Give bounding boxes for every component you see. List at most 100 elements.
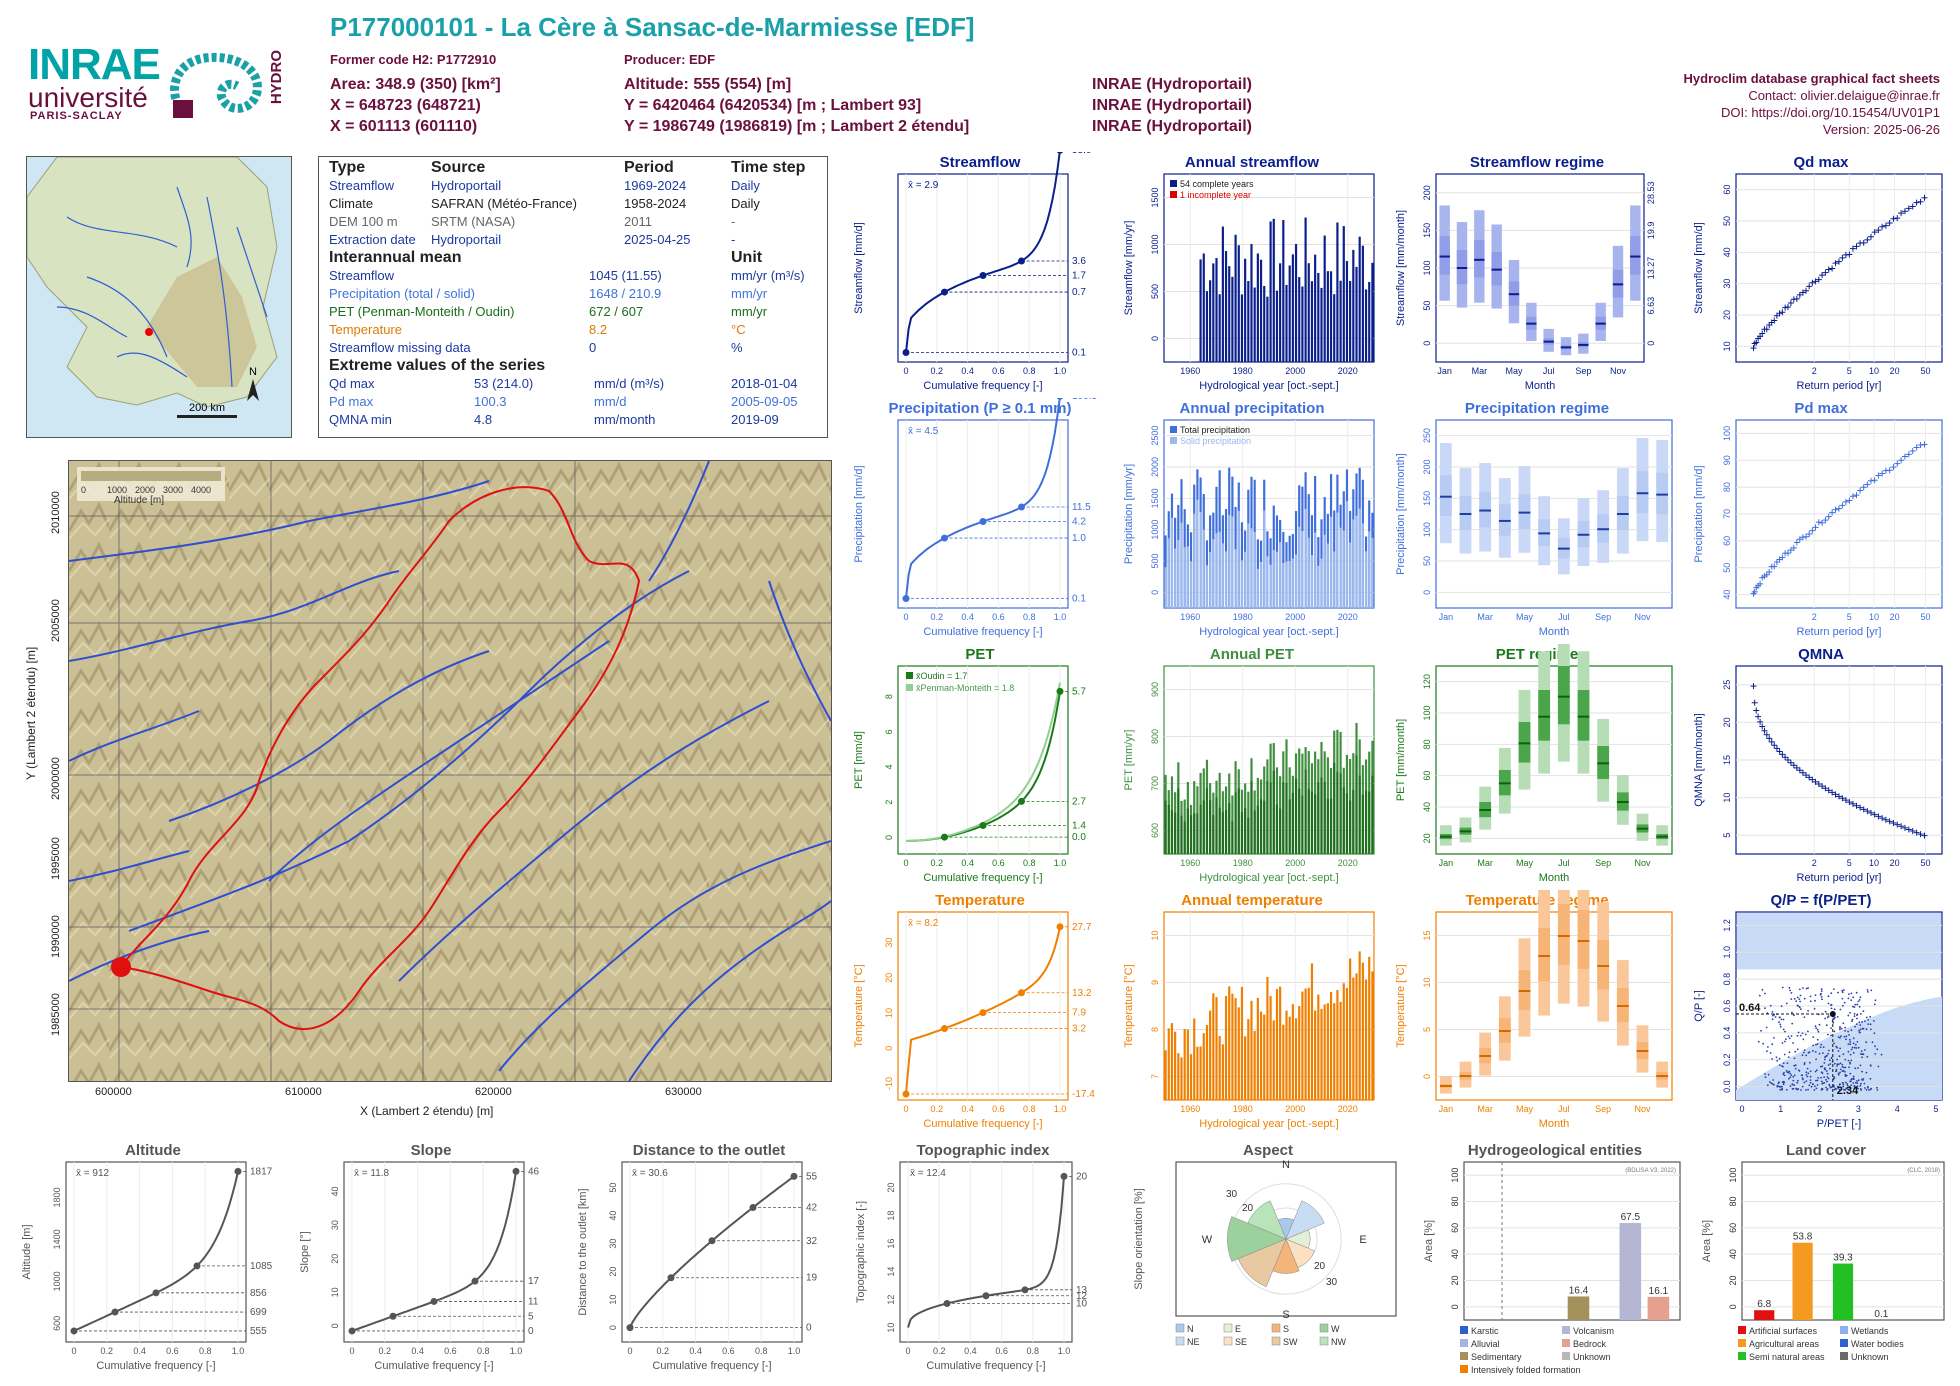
qp-point — [1790, 1035, 1793, 1037]
ytick-label: 20 — [1722, 310, 1732, 320]
qp-point — [1803, 1016, 1806, 1018]
qp-point — [1844, 1026, 1847, 1029]
qp-point — [1785, 1089, 1788, 1091]
qd_max-point — [1905, 205, 1912, 212]
annual_precipitation-bar-inner — [1193, 513, 1196, 608]
qp-point — [1784, 1040, 1786, 1043]
pd_max-point — [1894, 460, 1901, 467]
annual_precipitation-bar-inner — [1294, 554, 1298, 608]
qp-point — [1826, 1016, 1829, 1019]
xtick-label: 0.4 — [411, 1346, 424, 1356]
annual_precipitation-bar-inner — [1349, 542, 1352, 608]
ytick-label: 800 — [1150, 729, 1160, 744]
qp-point — [1828, 1085, 1831, 1087]
xtick-label: 20 — [1890, 858, 1900, 868]
qp-point — [1869, 1023, 1872, 1026]
annual_temperature-bar — [1298, 1006, 1301, 1100]
qp-point — [1832, 1021, 1835, 1024]
precipitation_regime-chart: Precipitation regime Month Precipitation [… — [1395, 400, 1673, 638]
hydrogeology-ylabel: Area [%] — [1423, 1220, 1435, 1262]
annual_precipitation-bar-inner — [1279, 542, 1282, 608]
annual_streamflow-bar — [1371, 262, 1374, 362]
annual_streamflow-bar — [1323, 235, 1326, 362]
qp-point — [1857, 1087, 1859, 1090]
qp-point — [1778, 1021, 1780, 1024]
pet_regime-plot-frame — [1435, 665, 1673, 855]
qp-point — [1778, 1057, 1781, 1060]
legend-swatch — [1223, 1336, 1233, 1346]
qp-point — [1786, 1071, 1789, 1074]
xtick-label: 2000 — [1285, 612, 1305, 622]
y-lambert2e: Y = 1986749 (1986819) [m ; Lambert 2 éte… — [624, 118, 970, 135]
annual_precipitation-bar-inner — [1317, 565, 1320, 608]
temperature-plot-frame — [897, 911, 1069, 1101]
distance-right-tick: 19 — [806, 1273, 818, 1284]
slope-chart: Slope Cumulative frequency [-] Slope [°] 0 0… — [299, 1142, 540, 1372]
temperature-right-tick: 7.9 — [1072, 1008, 1086, 1019]
annual_precipitation-bar-inner — [1228, 514, 1231, 608]
annual_pet-bar-inner — [1205, 788, 1209, 854]
ytick-label: 30 — [608, 1239, 618, 1249]
xtick-label: Sep — [1595, 612, 1611, 622]
qmna-point — [1842, 797, 1849, 804]
annual_streamflow-bar — [1275, 290, 1279, 362]
qp-point — [1839, 1028, 1841, 1031]
qp-point — [1801, 1054, 1804, 1057]
qp-point — [1860, 1050, 1863, 1052]
info-period: 1969-2024 — [624, 178, 687, 193]
qp-point — [1854, 1067, 1857, 1070]
qp-point — [1844, 1071, 1846, 1073]
xtick-label: 0.4 — [133, 1346, 146, 1356]
qmna-point — [1905, 826, 1912, 833]
streamflow_regime-right-tick: 6.63 — [1646, 297, 1656, 315]
qp-point — [1870, 1028, 1872, 1031]
annual_pet-ylabel: PET [mm/yr] — [1123, 730, 1135, 791]
ytick-label: 10 — [886, 1323, 896, 1333]
qp-point — [1852, 996, 1855, 999]
distance-plot-frame — [621, 1161, 803, 1343]
qp-point — [1842, 1004, 1844, 1007]
streamflow_regime-title: Streamflow regime — [1470, 154, 1604, 171]
annual_streamflow-bar — [1224, 251, 1228, 362]
legend-swatch — [1840, 1339, 1848, 1347]
qd_max-chart: Qd max Return period [yr] Streamflow [mm/d… — [1693, 154, 1943, 392]
qp-point — [1873, 1032, 1876, 1035]
qd_max-xlabel: Return period [yr] — [1797, 380, 1882, 392]
pd_max-point — [1829, 509, 1836, 516]
qd_max-point — [1771, 317, 1778, 324]
pd_max-point — [1853, 492, 1860, 499]
qp-point — [1792, 1076, 1795, 1078]
qmna-point — [1822, 785, 1829, 792]
qp-point — [1781, 1065, 1783, 1067]
precipitation_regime-box-iqr — [1636, 471, 1649, 514]
ytick-label: 90 — [1722, 455, 1732, 465]
qmna-point — [1898, 823, 1905, 830]
temperature-chart: Temperature Cumulative frequency [-] Tempe… — [853, 892, 1095, 1130]
map-ylabel: Y (Lambert 2 étendu) [m] — [24, 646, 38, 780]
ytick-label: 50 — [608, 1183, 618, 1193]
pd_max-point — [1784, 550, 1791, 557]
qd_max-point — [1763, 326, 1770, 333]
annual_streamflow-bar — [1221, 226, 1224, 362]
ytick-label: 60 — [1450, 1223, 1460, 1233]
legend-swatch — [1562, 1352, 1570, 1360]
qp-point — [1844, 1066, 1847, 1069]
qp-point — [1853, 1046, 1856, 1049]
qp-point — [1845, 1035, 1848, 1038]
qp-point — [1861, 1070, 1863, 1073]
annual_streamflow-bar — [1247, 281, 1250, 362]
annual_precipitation-bar-inner — [1314, 532, 1317, 608]
qp-point — [1820, 1043, 1823, 1046]
annual_precipitation-bar-inner — [1247, 523, 1250, 608]
qp-point — [1779, 1023, 1782, 1026]
qp-point — [1865, 1088, 1868, 1091]
hydrogeology-title: Hydrogeological entities — [1468, 1142, 1642, 1159]
annual_pet-bar-inner — [1224, 810, 1228, 854]
qp-point — [1782, 1028, 1785, 1031]
xtick-label: 1.0 — [510, 1346, 523, 1356]
qp-point — [1801, 1077, 1804, 1079]
qp-point — [1858, 1021, 1861, 1024]
qd_max-point — [1793, 295, 1800, 302]
annual_pet-bar-inner — [1234, 792, 1237, 854]
temperature_regime-box-iqr — [1597, 940, 1610, 990]
